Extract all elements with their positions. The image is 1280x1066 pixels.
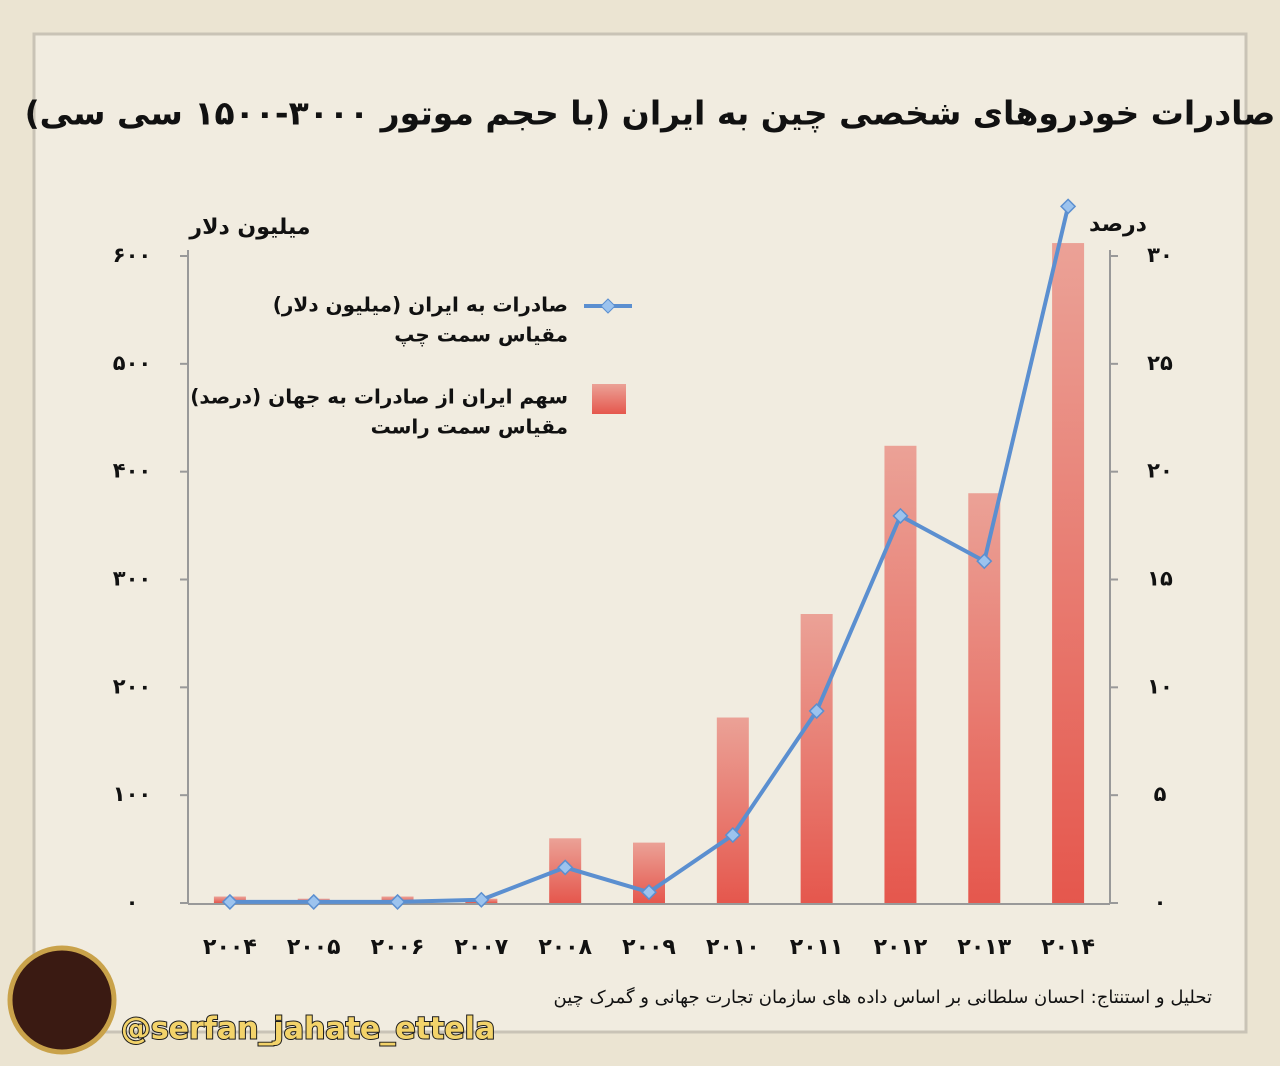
x-tick-label: ۲۰۱۱ [790, 935, 844, 960]
logo [7, 945, 117, 1055]
marker [221, 893, 238, 910]
marker [389, 893, 406, 910]
legend-note: مقیاس سمت چپ [394, 323, 568, 348]
marker [305, 893, 322, 910]
y2-tick-label: ۳۰ [1147, 243, 1173, 267]
x-tick-label: ۲۰۰۶ [371, 935, 425, 960]
chart-title: صادرات خودروهای شخصی چین به ایران (با حج… [25, 94, 1276, 134]
y2-tick-label: ٠ [1154, 890, 1167, 914]
marker [976, 553, 993, 570]
marker [473, 891, 490, 908]
bar [1052, 243, 1085, 903]
bar [800, 614, 833, 903]
x-tick-label: ۲۰۰۸ [538, 935, 592, 960]
x-tick-label: ۲۰۱۳ [957, 935, 1011, 960]
marker [1060, 198, 1077, 215]
x-tick-label: ۲۰۱۲ [874, 935, 928, 960]
y-tick-label: ۲۰۰ [113, 674, 151, 698]
y-tick-label: ۵۰۰ [113, 351, 151, 375]
y-tick-label: ۴۰۰ [113, 459, 151, 483]
watermark: @serfan_jahate_ettela [121, 1012, 495, 1047]
y2-tick-label: ۲۵ [1147, 351, 1173, 375]
legend-label: صادرات به ایران (میلیون دلار) [273, 293, 568, 317]
y-tick-label: ۶۰۰ [113, 243, 151, 267]
x-tick-label: ۲۰۱۴ [1041, 935, 1095, 960]
y2-tick-label: ۲۰ [1147, 459, 1173, 483]
y-tick-label: ۱۰۰ [113, 782, 151, 806]
y2-tick-label: ۱۵ [1147, 567, 1173, 591]
y-tick-label: ٠ [126, 890, 139, 914]
marker [724, 827, 741, 844]
marker [640, 884, 658, 901]
source-note: تحلیل و استنتاج: احسان سلطانی بر اساس دا… [554, 986, 1212, 1008]
legend-note: مقیاس سمت راست [371, 415, 568, 439]
x-tick-label: ۲۰۱۰ [706, 935, 760, 960]
legend-swatch [592, 384, 626, 414]
legend-label: سهم ایران از صادرات به جهان (درصد) [190, 385, 568, 409]
marker [557, 859, 574, 876]
y2-tick-label: ۵ [1154, 782, 1167, 806]
y2-axis-title: درصد [1089, 212, 1147, 237]
x-tick-label: ۲۰۰۴ [203, 935, 257, 960]
y-tick-label: ۳۰۰ [113, 567, 151, 591]
marker [808, 702, 825, 720]
x-tick-label: ۲۰۰۹ [622, 935, 676, 960]
legend-swatch [600, 298, 616, 314]
bar [716, 717, 749, 903]
marker [892, 507, 909, 524]
y2-tick-label: ۱۰ [1147, 674, 1173, 698]
y-axis-title: میلیون دلار [188, 215, 310, 240]
x-tick-label: ۲۰۰۷ [455, 935, 509, 960]
x-tick-label: ۲۰۰۵ [287, 935, 341, 960]
